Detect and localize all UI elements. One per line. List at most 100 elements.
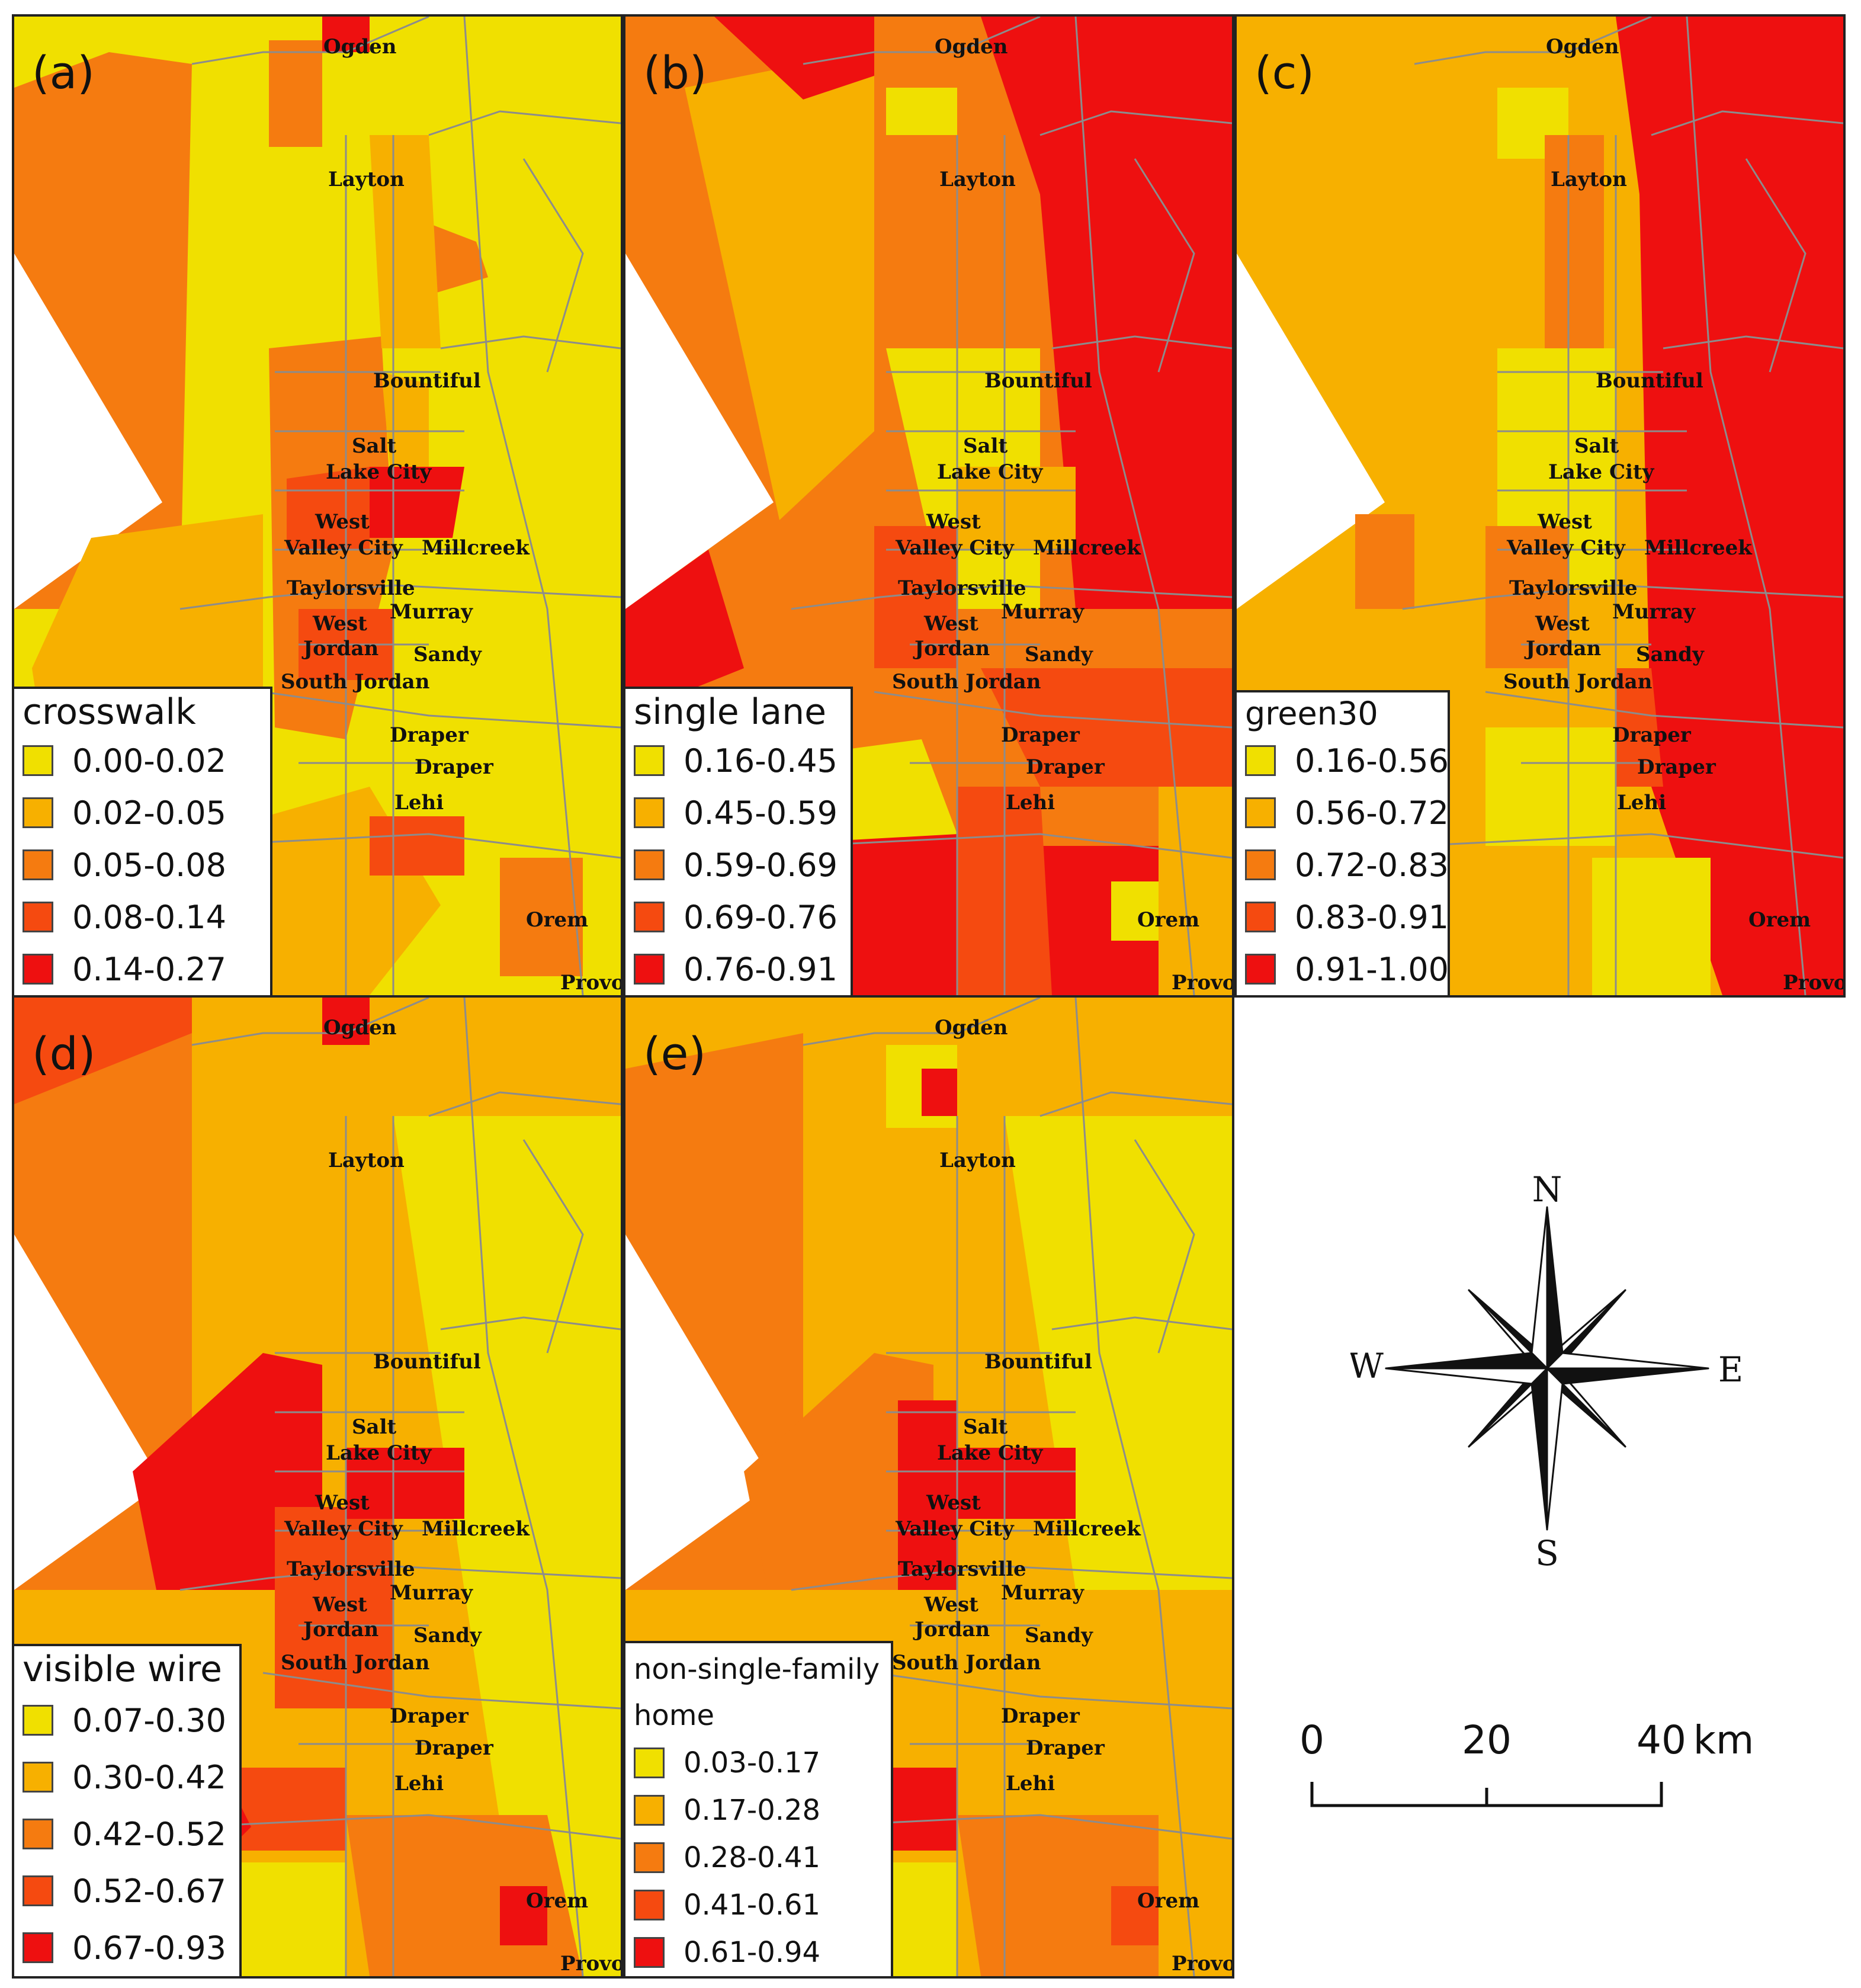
city-label-millcreek: Millcreek [422,1517,530,1541]
legend-item: 0.42-0.52 [23,1806,231,1862]
city-label-west-2: West [924,1593,978,1617]
legend-item: 0.02-0.05 [23,787,262,839]
legend-item: 0.03-0.17 [634,1739,883,1787]
legend-swatch [23,954,53,985]
legend-label: 0.59-0.69 [684,846,838,884]
city-label-west-2: West [924,612,978,636]
city-label-west: West [1538,510,1592,534]
legend-swatch [23,745,53,776]
scale-tick-0: 0 [1300,1717,1324,1763]
legend: visible wire 0.07-0.30 0.30-0.42 0.42-0.… [14,1644,242,1976]
legend-swatch [23,1762,53,1793]
legend-label: 0.17-0.28 [684,1794,821,1827]
legend-label: 0.16-0.45 [684,742,838,780]
legend-swatch [1245,849,1276,880]
city-label-lehi: Lehi [394,1772,444,1795]
city-label-south-jordan: South Jordan [1503,670,1653,694]
legend-label: 0.14-0.27 [72,950,226,988]
city-label-lake-city: Lake City [937,1441,1043,1465]
legend-swatch [23,1875,53,1906]
city-label-sandy: Sandy [1025,1624,1093,1647]
city-label-provo: Provo [1172,1952,1234,1976]
legend-label: 0.28-0.41 [684,1841,821,1874]
city-label-provo: Provo [1783,971,1846,995]
city-label-bountiful: Bountiful [984,1350,1092,1374]
legend-item: 0.59-0.69 [634,839,842,891]
legend-item: 0.91-1.00 [1245,943,1449,995]
city-label-taylorsville: Taylorsville [1509,576,1638,600]
city-label-draper: Draper [1001,723,1080,747]
city-label-west: West [315,1491,370,1515]
city-label-murray: Murray [1001,600,1084,624]
legend-swatch [1245,902,1276,932]
legend-label: 0.45-0.59 [684,794,838,832]
legend-label: 0.00-0.02 [72,742,226,780]
legend: single lane 0.16-0.45 0.45-0.59 0.59-0.6… [625,687,853,995]
city-label-taylorsville: Taylorsville [898,576,1026,600]
city-label-salt: Salt [963,434,1008,458]
legend-item: 0.16-0.45 [634,735,842,787]
city-label-taylorsville: Taylorsville [898,1557,1026,1581]
legend-swatch [23,1705,53,1736]
legend-label: 0.41-0.61 [684,1888,821,1922]
city-label-lehi: Lehi [1617,791,1667,815]
city-label-millcreek: Millcreek [422,536,530,560]
city-label-jordan: Jordan [915,637,990,660]
city-label-taylorsville: Taylorsville [287,1557,415,1581]
city-label-jordan: Jordan [1526,637,1602,660]
choropleth-map-c [1237,17,1843,995]
legend-label: 0.03-0.17 [684,1746,821,1779]
legend: non-single-family home 0.03-0.17 0.17-0.… [625,1641,893,1976]
legend-swatch [23,1932,53,1963]
legend-title: single lane [634,691,827,733]
city-label-sandy: Sandy [413,1624,482,1647]
panel-label: (c) [1254,46,1315,99]
legend-item: 0.56-0.72 [1245,787,1449,839]
legend-title: crosswalk [23,691,196,733]
legend-item: 0.76-0.91 [634,943,842,995]
legend-swatch [634,1842,665,1873]
legend-label: 0.61-0.94 [684,1936,821,1969]
city-label-ogden: Ogden [1546,35,1619,59]
city-label-orem: Orem [1748,908,1811,932]
legend-item: 0.67-0.93 [23,1919,231,1976]
panel-label: (e) [643,1027,707,1080]
scale-bar-line [1310,1782,1663,1807]
city-label-bountiful: Bountiful [984,369,1092,393]
city-label-draper-2: Draper [1637,755,1716,779]
city-label-ogden: Ogden [935,1016,1008,1040]
legend-label: 0.83-0.91 [1295,898,1449,936]
city-label-lehi: Lehi [1006,1772,1055,1795]
legend-label: 0.67-0.93 [72,1929,226,1967]
scale-unit: km [1693,1717,1754,1763]
city-label-provo: Provo [560,971,623,995]
legend-label: 0.91-1.00 [1295,950,1449,988]
city-label-lehi: Lehi [1006,791,1055,815]
city-label-sandy: Sandy [413,643,482,666]
legend-label: 0.07-0.30 [72,1701,226,1739]
city-label-sandy: Sandy [1636,643,1704,666]
city-label-millcreek: Millcreek [1644,536,1752,560]
legend-swatch [634,797,665,828]
city-label-ogden: Ogden [323,1016,397,1040]
city-label-salt: Salt [352,434,397,458]
legend-title-line-2: home [634,1699,715,1732]
city-label-draper-2: Draper [1026,755,1105,779]
legend-label: 0.56-0.72 [1295,794,1449,832]
city-label-orem: Orem [526,1889,589,1913]
legend-swatch [23,849,53,880]
city-label-draper: Draper [1612,723,1691,747]
city-label-jordan: Jordan [303,637,379,660]
city-label-valley-city: Valley City [896,536,1014,560]
panel-label: (b) [643,46,707,99]
city-label-lake-city: Lake City [1548,460,1654,484]
city-label-lake-city: Lake City [937,460,1043,484]
legend-swatch [1245,954,1276,985]
legend-swatch [23,1819,53,1849]
city-label-draper-2: Draper [415,755,493,779]
city-label-valley-city: Valley City [284,536,403,560]
legend-label: 0.72-0.83 [1295,846,1449,884]
city-label-orem: Orem [1137,1889,1200,1913]
city-label-west-2: West [313,612,367,636]
compass-rose-icon: N S E W [1350,1169,1743,1570]
